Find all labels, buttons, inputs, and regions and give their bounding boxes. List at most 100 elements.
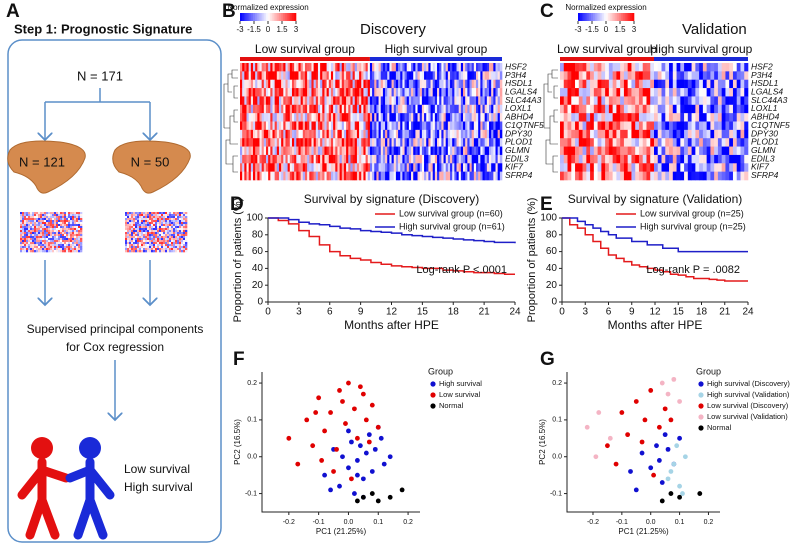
heatmap-cell: [30, 240, 33, 243]
heatmap-cell: [252, 129, 256, 139]
heatmap-cell: [680, 146, 685, 156]
heatmap-cell: [473, 138, 477, 147]
heatmap-cell: [365, 121, 369, 131]
heatmap-cell: [339, 71, 343, 81]
heatmap-cell: [638, 71, 644, 81]
heatmap-cell: [480, 146, 483, 156]
heatmap-cell: [20, 212, 23, 215]
heatmap-cell: [320, 146, 323, 156]
heatmap-cell: [141, 244, 144, 247]
heatmap-cell: [339, 63, 343, 72]
heatmap-cell: [248, 88, 252, 97]
heatmap-cell: [430, 154, 434, 164]
heatmap-cell: [181, 242, 184, 245]
x-tick-label: 15: [673, 307, 685, 318]
heatmap-cell: [60, 248, 63, 251]
heatmap-cell: [147, 220, 150, 223]
heatmap-cell: [473, 63, 477, 72]
heatmap-cell: [177, 242, 180, 245]
heatmap-cell: [635, 104, 640, 114]
heatmap-cell: [149, 242, 152, 245]
heatmap-cell: [717, 129, 722, 139]
heatmap-cell: [48, 246, 51, 249]
heatmap-cell: [155, 228, 158, 231]
heatmap-cell: [337, 88, 340, 97]
heatmap-cell: [411, 146, 414, 156]
heatmap-cell: [330, 154, 334, 164]
heatmap-cell: [467, 88, 470, 97]
heatmap-cell: [471, 96, 475, 106]
heatmap-cell: [452, 154, 455, 164]
heatmap-cell: [563, 79, 568, 89]
heatmap-cell: [145, 212, 148, 215]
heatmap-cell: [623, 138, 628, 147]
heatmap-cell: [181, 220, 184, 223]
heatmap-cell: [129, 232, 132, 235]
heatmap-cell: [259, 146, 262, 156]
heatmap-cell: [163, 240, 166, 243]
heatmap-cell: [714, 63, 719, 72]
heatmap-cell: [52, 238, 55, 241]
heatmap-cell: [441, 113, 444, 122]
heatmap-cell: [729, 146, 734, 156]
scatter-point: [363, 417, 369, 423]
heatmap-cell: [161, 212, 164, 215]
heatmap-cell: [78, 244, 81, 247]
colorbar-label: Normalized expression: [565, 3, 646, 12]
heatmap-cell: [64, 224, 67, 227]
heatmap-cell: [175, 236, 178, 239]
heatmap-cell: [46, 250, 49, 253]
heatmap-cell: [155, 214, 158, 217]
heatmap-cell: [169, 232, 172, 235]
heatmap-cell: [261, 104, 265, 114]
heatmap-cell: [268, 63, 271, 72]
heatmap-cell: [590, 113, 595, 122]
heatmap-cell: [268, 104, 271, 114]
heatmap-cell: [398, 63, 401, 72]
heatmap-cell: [575, 79, 580, 89]
heatmap-cell: [729, 129, 734, 139]
heatmap-cell: [417, 96, 421, 106]
heatmap-cell: [725, 88, 730, 97]
heatmap-cell: [447, 63, 451, 72]
heatmap-cell: [242, 79, 245, 89]
heatmap-cell: [337, 79, 340, 89]
heatmap-cell: [159, 240, 162, 243]
heatmap-cell: [56, 240, 59, 243]
heatmap-cell: [627, 154, 632, 164]
heatmap-cell: [367, 163, 371, 172]
heatmap-cell: [631, 113, 636, 122]
heatmap-cell: [661, 104, 666, 114]
heatmap-cell: [276, 104, 280, 114]
heatmap-cell: [149, 232, 152, 235]
heatmap-cell: [328, 79, 332, 89]
heatmap-cell: [337, 71, 340, 81]
heatmap-cell: [467, 79, 470, 89]
heatmap-cell: [601, 146, 606, 156]
heatmap-cell: [302, 146, 306, 156]
heatmap-cell: [445, 104, 449, 114]
heatmap-cell: [578, 96, 583, 106]
heatmap-cell: [270, 171, 273, 181]
heatmap-cell: [52, 230, 55, 233]
heatmap-cell: [657, 113, 662, 122]
heatmap-cell: [145, 224, 148, 227]
heatmap-cell: [463, 138, 466, 147]
heatmap-cell: [66, 228, 69, 231]
heatmap-cell: [560, 171, 565, 181]
heatmap-cell: [417, 88, 421, 97]
colorbar-cell: [598, 13, 601, 21]
heatmap-cell: [361, 171, 364, 181]
heatmap-cell: [404, 138, 408, 147]
heatmap-cell: [298, 71, 301, 81]
heatmap-cell: [447, 79, 451, 89]
heatmap-cell: [151, 214, 154, 217]
heatmap-cell: [339, 113, 343, 122]
heatmap-cell: [434, 96, 438, 106]
heatmap-cell: [181, 212, 184, 215]
heatmap-cell: [400, 113, 403, 122]
heatmap-cell: [497, 71, 501, 81]
scatter-point: [337, 388, 342, 393]
heatmap-cell: [46, 212, 49, 215]
heatmap-cell: [147, 248, 150, 251]
